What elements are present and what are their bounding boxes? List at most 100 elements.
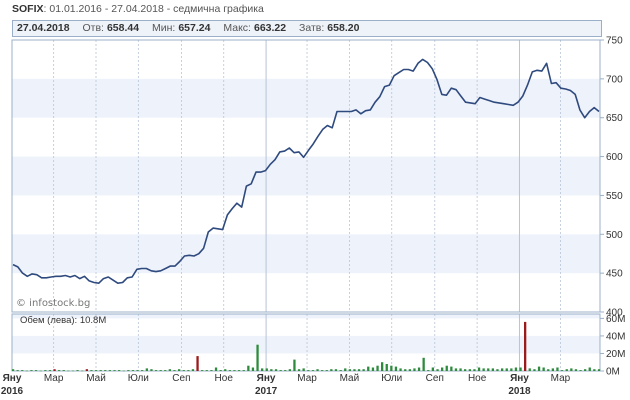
volume-bar xyxy=(473,369,476,371)
volume-bar xyxy=(482,368,485,371)
price-ytick-label: 450 xyxy=(606,269,623,280)
min-label: Мин: xyxy=(152,22,176,34)
volume-bar xyxy=(141,370,144,371)
volume-bar xyxy=(196,356,199,371)
volume-bar xyxy=(159,370,162,371)
volume-bar xyxy=(279,370,282,371)
price-ytick-label: 650 xyxy=(606,113,623,124)
volume-bar xyxy=(81,370,84,372)
volume-bar xyxy=(431,367,434,371)
volume-bar xyxy=(385,364,388,371)
volume-bar xyxy=(30,370,33,371)
volume-bar xyxy=(330,369,333,371)
volume-bar xyxy=(122,370,125,372)
price-ytick-label: 500 xyxy=(606,230,623,241)
volume-bar xyxy=(353,369,356,371)
x-tick-label: Мар xyxy=(297,373,317,384)
volume-bar xyxy=(344,368,347,371)
open-value: 658.44 xyxy=(106,22,140,34)
x-tick-label: Яну xyxy=(3,373,22,384)
x-tick-label: Ное xyxy=(468,373,487,384)
volume-bar xyxy=(501,368,504,371)
volume-bar xyxy=(62,370,65,371)
volume-bar xyxy=(593,369,596,371)
volume-bar xyxy=(588,367,591,371)
volume-bar xyxy=(85,369,88,371)
volume-bar xyxy=(408,369,411,371)
x-tick-label: Май xyxy=(340,373,360,384)
volume-bar xyxy=(242,370,245,371)
volume-bar xyxy=(556,367,559,371)
max-value: 663.22 xyxy=(253,22,287,34)
x-tick-label: Яну xyxy=(257,373,276,384)
price-grid-band xyxy=(12,78,600,118)
volume-bar xyxy=(459,368,462,371)
volume-bar xyxy=(237,370,241,371)
volume-bar xyxy=(505,368,508,371)
price-ytick-label: 750 xyxy=(606,36,623,47)
volume-bar xyxy=(477,367,481,371)
volume-bar xyxy=(233,370,236,371)
price-grid-band xyxy=(12,156,600,196)
price-ytick-label: 550 xyxy=(606,191,623,202)
volume-bar xyxy=(321,370,324,371)
volume-bar xyxy=(67,370,70,372)
volume-bar xyxy=(574,369,578,371)
x-tick-label: Яну xyxy=(510,373,529,384)
volume-bar xyxy=(316,369,319,371)
volume-bar xyxy=(210,370,213,371)
volume-bar xyxy=(597,369,601,371)
volume-bar xyxy=(131,370,135,371)
volume-bar xyxy=(261,368,264,371)
price-grid-band xyxy=(12,234,600,274)
min-value: 657.24 xyxy=(178,22,211,34)
volume-bar xyxy=(53,369,56,371)
volume-bar xyxy=(325,370,328,371)
x-year-label: 2017 xyxy=(255,386,278,397)
volume-label: Обем (лева): 10.8M xyxy=(20,315,106,326)
volume-bar xyxy=(182,370,185,371)
volume-bar xyxy=(25,370,28,372)
volume-bar xyxy=(427,370,430,371)
volume-bar xyxy=(570,368,573,371)
volume-bar xyxy=(413,368,416,371)
volume-bar xyxy=(404,369,407,371)
volume-bar xyxy=(390,365,393,371)
close-label: Затв: xyxy=(299,22,325,34)
x-tick-label: Ное xyxy=(215,373,234,384)
volume-bar xyxy=(118,370,121,371)
volume-bar xyxy=(367,366,370,371)
volume-bar xyxy=(104,370,107,371)
volume-bar xyxy=(537,366,541,371)
chart-title: SOFIX: 01.01.2016 - 27.04.2018 - седмичн… xyxy=(12,3,264,15)
volume-bar xyxy=(376,365,379,371)
volume-plot-frame xyxy=(11,313,601,372)
volume-bar xyxy=(468,369,471,371)
volume-ytick-label: 60M xyxy=(606,314,625,325)
quote-date: 27.04.2018 xyxy=(17,22,70,34)
x-tick-label: Мар xyxy=(44,373,64,384)
volume-ytick-label: 0M xyxy=(606,367,620,378)
volume-bar xyxy=(71,370,75,372)
volume-bar xyxy=(164,370,167,371)
volume-bar xyxy=(150,369,153,371)
volume-bar xyxy=(302,368,305,371)
x-tick-label: Юли xyxy=(381,373,402,384)
volume-bar xyxy=(510,368,513,371)
volume-bar xyxy=(34,370,38,371)
volume-bar xyxy=(348,369,351,371)
volume-bar xyxy=(201,370,204,371)
volume-bar xyxy=(274,369,278,371)
x-tick-label: Сеп xyxy=(172,373,190,384)
volume-grid-band xyxy=(12,335,600,354)
x-tick-label: Сеп xyxy=(426,373,444,384)
volume-bar xyxy=(94,370,98,371)
volume-bar xyxy=(187,370,190,371)
volume-bar xyxy=(542,367,545,371)
volume-bar xyxy=(293,359,296,371)
volume-bar xyxy=(417,367,421,371)
volume-bar xyxy=(16,370,19,371)
volume-bar xyxy=(496,369,499,371)
volume-bar xyxy=(284,370,287,371)
